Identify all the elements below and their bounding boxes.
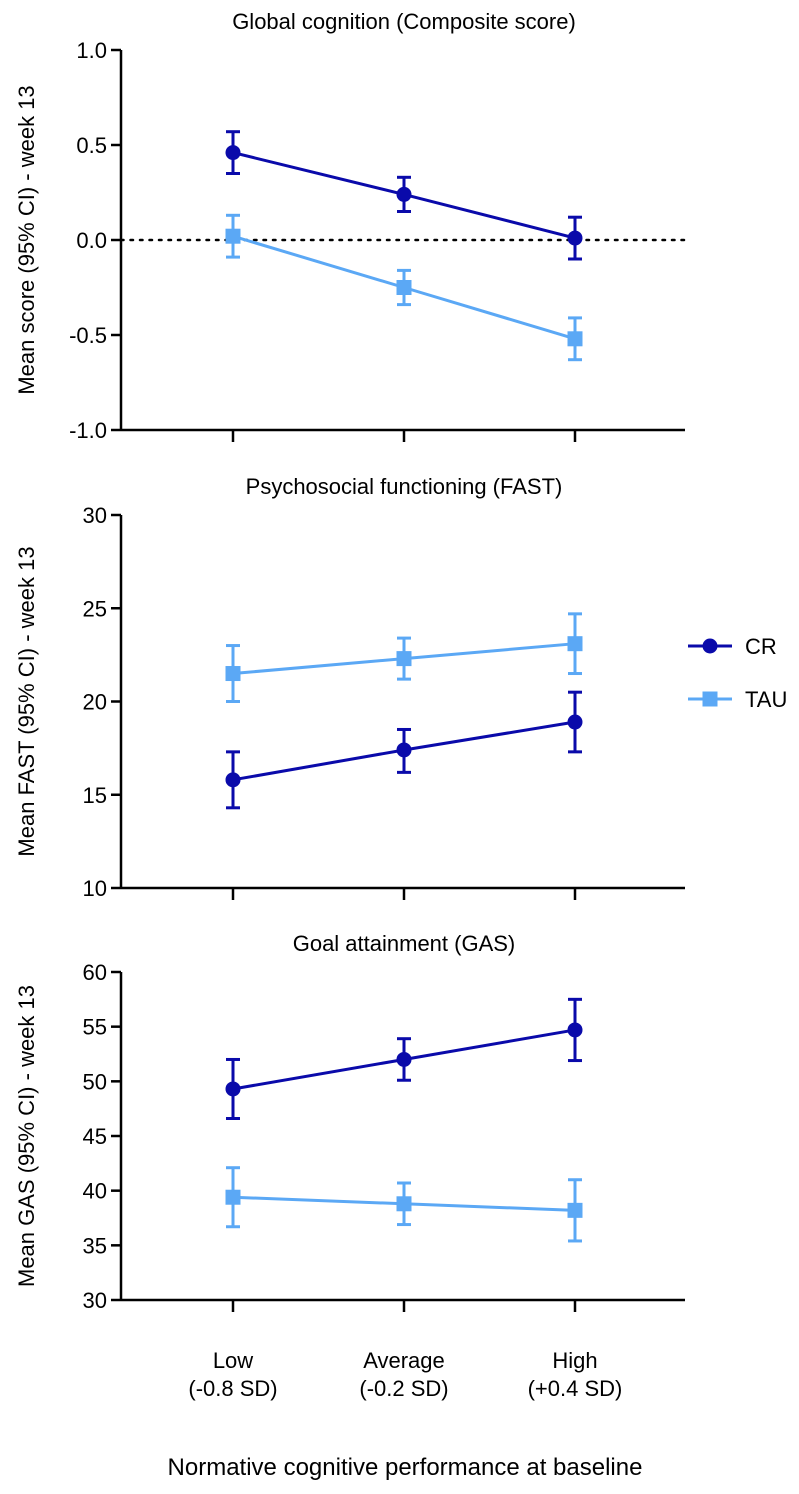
y-tick-label: -1.0 — [69, 418, 107, 443]
data-point-tau — [225, 1189, 241, 1205]
chart-panel-3: Goal attainment (GAS) Mean GAS (95% CI) -… — [14, 931, 685, 1313]
legend-label: CR — [745, 634, 777, 659]
data-point-tau — [567, 636, 583, 652]
y-tick-label: 30 — [83, 1288, 107, 1313]
y-tick-label: 1.0 — [76, 38, 107, 63]
x-category-label: High — [552, 1348, 597, 1373]
data-point-cr — [225, 1081, 241, 1097]
y-axis-label: Mean FAST (95% CI) - week 13 — [14, 546, 39, 856]
y-tick-label: 40 — [83, 1179, 107, 1204]
chart-title: Global cognition (Composite score) — [232, 9, 576, 34]
x-category-label: Average — [363, 1348, 445, 1373]
y-tick-label: 25 — [83, 596, 107, 621]
data-point-cr — [567, 1022, 583, 1038]
y-tick-label: 20 — [83, 690, 107, 715]
series-cr — [225, 997, 583, 1121]
chart-panel-2: Psychosocial functioning (FAST) Mean FAST… — [14, 474, 685, 901]
data-point-tau — [396, 1196, 412, 1212]
series-cr — [225, 130, 583, 261]
data-point-tau — [225, 228, 241, 244]
y-tick-label: 15 — [83, 783, 107, 808]
legend-marker-square — [702, 691, 718, 707]
chart-panel-1: Global cognition (Composite score) Mean s… — [14, 9, 687, 443]
y-tick-label: 55 — [83, 1015, 107, 1040]
data-point-tau — [225, 666, 241, 682]
series-tau — [225, 1166, 583, 1243]
x-category-sublabel: (-0.8 SD) — [188, 1376, 277, 1401]
x-axis-label: Normative cognitive performance at basel… — [168, 1454, 643, 1481]
y-tick-label: 10 — [83, 876, 107, 901]
x-category-sublabel: (+0.4 SD) — [528, 1376, 623, 1401]
data-point-cr — [396, 186, 412, 202]
chart-title: Goal attainment (GAS) — [293, 931, 516, 956]
x-category-sublabel: (-0.2 SD) — [359, 1376, 448, 1401]
data-point-tau — [567, 1202, 583, 1218]
legend-label: TAU — [745, 687, 787, 712]
y-tick-label: 0.0 — [76, 228, 107, 253]
x-category-label: Low — [213, 1348, 253, 1373]
x-category-labels: Low (-0.8 SD) Average (-0.2 SD) High (+0.4 SD… — [188, 1348, 622, 1401]
y-tick-label: 35 — [83, 1233, 107, 1258]
data-point-tau — [396, 651, 412, 667]
data-point-cr — [225, 772, 241, 788]
data-point-cr — [567, 230, 583, 246]
y-tick-label: 50 — [83, 1069, 107, 1094]
y-tick-label: 60 — [83, 960, 107, 985]
series-tau — [225, 213, 583, 362]
y-axis-label: Mean score (95% CI) - week 13 — [14, 85, 39, 394]
chart-title: Psychosocial functioning (FAST) — [246, 474, 563, 499]
legend-item-tau: TAU — [688, 687, 787, 712]
data-point-cr — [225, 145, 241, 161]
y-axis-label: Mean GAS (95% CI) - week 13 — [14, 985, 39, 1287]
legend: CR TAU — [688, 634, 787, 712]
legend-marker-circle — [702, 638, 718, 654]
y-tick-label: -0.5 — [69, 323, 107, 348]
data-point-tau — [567, 331, 583, 347]
series-cr — [225, 690, 583, 810]
chart-panels: Global cognition (Composite score) Mean s… — [14, 9, 687, 1313]
data-point-cr — [567, 714, 583, 730]
legend-item-cr: CR — [688, 634, 777, 659]
y-tick-label: 30 — [83, 503, 107, 528]
data-point-tau — [396, 280, 412, 295]
y-tick-label: 45 — [83, 1124, 107, 1149]
series-tau — [225, 612, 583, 703]
y-tick-label: 0.5 — [76, 133, 107, 158]
data-point-cr — [396, 742, 412, 758]
data-point-cr — [396, 1051, 412, 1067]
